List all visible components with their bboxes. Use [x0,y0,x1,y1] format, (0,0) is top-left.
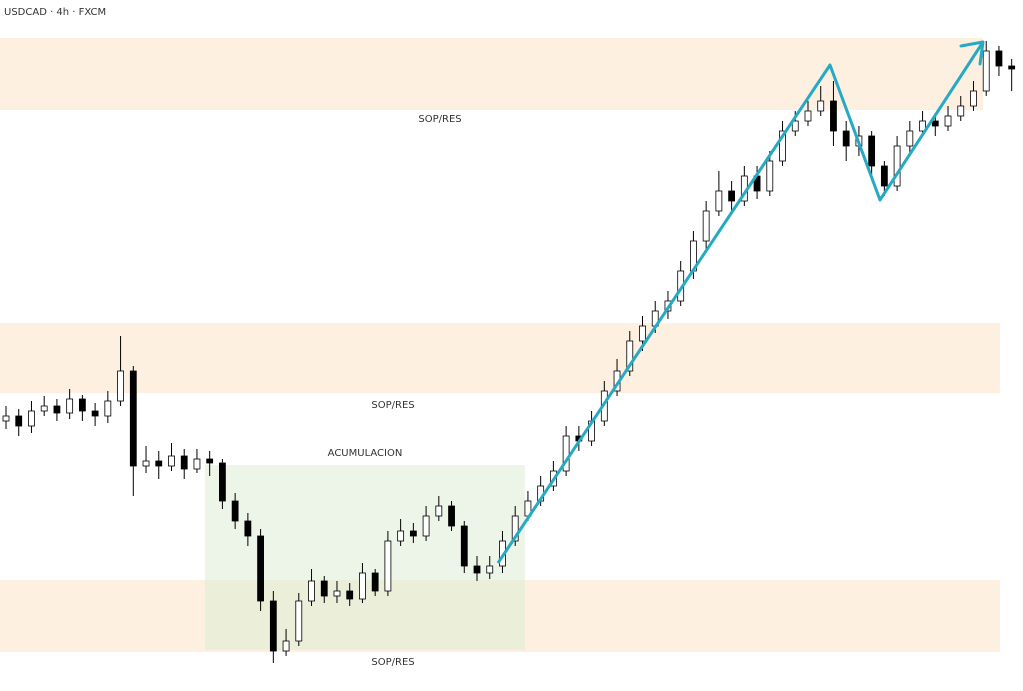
candle-body [168,455,175,467]
candle-body [906,130,914,147]
candle-body [473,565,481,574]
zone-label: SOP/RES [371,657,414,668]
candle-body [320,580,328,597]
candle-body [868,135,876,167]
candle-body [282,640,290,652]
candle-body [371,572,379,592]
candle-body [435,505,443,517]
candle-body [931,120,939,127]
candle-body [995,50,1003,67]
candle-body [155,460,163,467]
zone-label: SOP/RES [418,114,461,125]
candle-body [804,110,812,122]
candle-body [269,600,277,652]
candle-body [448,505,455,527]
candle-body [422,515,430,537]
candle-body [28,410,35,427]
candle-body [842,130,850,147]
candle-body [779,130,786,162]
trend-line [496,41,985,564]
candle-body [397,530,405,542]
candle-body [702,210,710,242]
candle-body [2,415,10,422]
candle-body [15,415,23,427]
box-label: ACUMULACION [328,448,403,459]
candle-body [384,540,392,592]
candle-body [639,325,646,342]
candle-body [817,100,825,112]
candle-body [791,120,799,132]
candle-body [78,398,86,412]
candle-body [206,458,214,464]
candle-body [970,90,977,107]
candle-body [880,165,888,187]
candle-body [104,400,112,417]
candle-body [40,405,48,412]
candle-body [1008,65,1016,70]
candle-body [66,398,74,414]
candle-body [957,105,965,117]
candle-body [180,455,188,470]
candle-body [486,565,494,574]
candle-body [766,160,774,192]
candle-body [460,525,468,567]
candle-body [511,515,519,542]
candle-body [142,460,150,467]
candle-body [53,405,61,414]
sop-res-zone [0,323,1000,393]
trend-arrow [959,40,985,66]
candle-body [919,120,926,132]
candle-body [244,520,252,537]
candle-body [944,115,952,127]
candle-body [91,410,99,417]
candle-body [830,100,837,132]
candle-body [982,50,990,92]
candle-body [715,190,723,212]
candle-body [626,340,634,372]
candle-body [728,190,736,202]
candle-body [117,370,124,402]
candle-body [308,580,315,602]
candle-body [257,535,265,602]
candle-body [219,462,226,502]
candle-body [409,530,417,537]
candle-body [359,572,366,600]
candle-body [333,590,341,597]
candle-body [562,435,570,472]
candle-body [893,145,901,187]
candle-body [129,370,137,467]
zone-label: SOP/RES [371,400,414,411]
candle-body [231,500,239,522]
chart-title: USDCAD · 4h · FXCM [4,7,106,18]
candle-body [346,590,354,600]
sop-res-zone [0,38,983,110]
candle-body [193,458,201,470]
candle-body [295,600,303,642]
